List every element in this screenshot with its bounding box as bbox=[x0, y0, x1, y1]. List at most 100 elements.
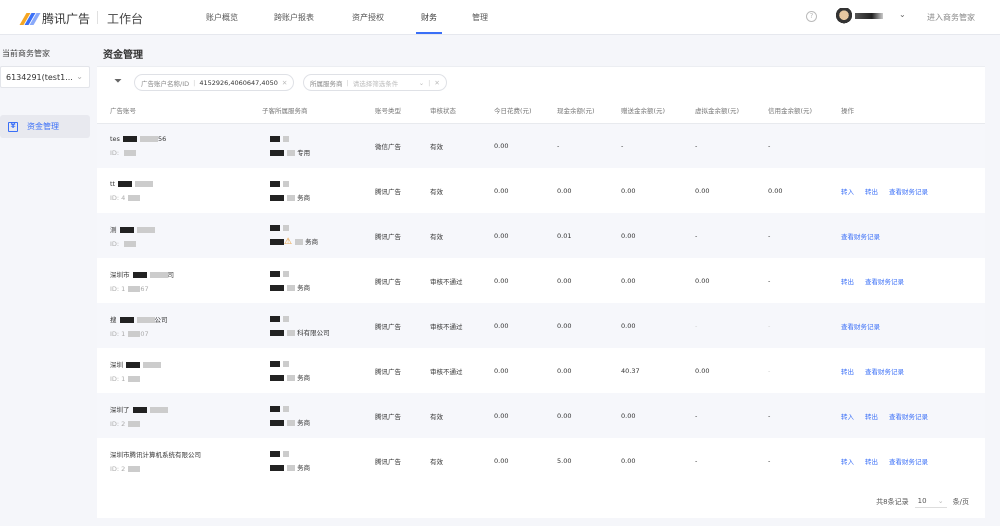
column-header: 赠送金余额(元) bbox=[608, 98, 682, 124]
operations-cell: 转入 转出 查看财务记录 bbox=[828, 168, 985, 213]
sidebar-item-fund-management[interactable]: ¥ 资金管理 bbox=[0, 115, 90, 138]
column-header: 今日花费(元) bbox=[481, 98, 544, 124]
account-name: 测 bbox=[110, 225, 117, 234]
table-row: 深圳 ID: 1 务商 腾讯广告 审核不通过 0.00 0.00 40.37 0.… bbox=[97, 348, 985, 393]
operations-cell bbox=[828, 123, 985, 168]
provider-cell: 务商 bbox=[249, 258, 362, 303]
filter-provider-chip[interactable]: 所属服务商 | 请选择筛选条件 ⌄ | ✕ bbox=[303, 74, 447, 91]
op-link[interactable]: 查看财务记录 bbox=[841, 232, 880, 241]
account-type: 腾讯广告 bbox=[375, 457, 401, 466]
today-spend: 0.00 bbox=[494, 366, 509, 375]
today-spend: 0.00 bbox=[481, 123, 544, 168]
op-link[interactable]: 查看财务记录 bbox=[889, 457, 928, 466]
select-value: 6134291(test1... bbox=[6, 73, 73, 82]
gift-balance: 0.00 bbox=[621, 456, 636, 465]
close-icon[interactable]: ✕ bbox=[281, 78, 288, 87]
virtual-balance: - bbox=[695, 456, 698, 465]
warning-icon: ⚠ bbox=[284, 237, 293, 247]
brand-logo[interactable]: 腾讯广告 bbox=[19, 10, 90, 27]
op-link[interactable]: 转出 bbox=[865, 187, 878, 196]
op-link[interactable]: 转入 bbox=[841, 457, 854, 466]
page-title: 资金管理 bbox=[103, 50, 143, 61]
account-cell: 测 ID: bbox=[97, 213, 249, 258]
provider-cell: 务商 bbox=[249, 438, 362, 483]
provider-name: 务商 bbox=[305, 238, 319, 246]
account-type: 腾讯广告 bbox=[362, 213, 417, 258]
avatar[interactable] bbox=[836, 8, 852, 26]
username-redacted[interactable] bbox=[855, 13, 883, 19]
content-panel: ⏷ 广告账户名称/ID | 4152926,4060647,4050 ✕ 所属服务商 |… bbox=[97, 66, 985, 518]
credit-balance: - bbox=[755, 303, 828, 348]
op-link[interactable]: 查看财务记录 bbox=[889, 187, 928, 196]
operations-cell: 转入 转出 查看财务记录 bbox=[828, 393, 985, 438]
table-row: 深圳市腾讯计算机系统有限公司 ID: 2 务商 腾讯广告 有效 0.00 5.00… bbox=[97, 438, 985, 483]
account-name-tail: 56 bbox=[157, 134, 167, 143]
account-id: ID: 2 bbox=[110, 419, 126, 428]
column-header: 信用金余额(元) bbox=[755, 98, 828, 124]
filter-placeholder: 请选择筛选条件 bbox=[352, 79, 399, 88]
cash-balance: 5.00 bbox=[557, 456, 572, 465]
op-link[interactable]: 转入 bbox=[841, 187, 854, 196]
account-id-tail: 67 bbox=[140, 284, 149, 293]
page-size-select[interactable]: 10 ⌄ bbox=[914, 495, 947, 508]
fund-table: 广告账号 子客所属服务商 账号类型 审核状态 今日花费(元) 现金余额(元) 赠送金余额(元… bbox=[97, 98, 985, 483]
account-cell: 深圳了 ID: 2 bbox=[97, 393, 249, 438]
account-id: ID: 1 bbox=[110, 329, 126, 338]
table-row: 深圳市 司 ID: 1 67 务商 腾讯广告 审核不通过 0.00 0.00 0.00… bbox=[97, 258, 985, 303]
op-link[interactable]: 转出 bbox=[841, 277, 854, 286]
account-name: 搜 bbox=[110, 315, 117, 324]
nav-asset-authorization[interactable]: 资产授权 bbox=[352, 13, 384, 22]
op-link[interactable]: 转出 bbox=[841, 367, 854, 376]
credit-balance: 0.00 bbox=[768, 186, 783, 195]
cash-balance: 0.00 bbox=[557, 276, 572, 285]
gift-balance: 0.00 bbox=[608, 213, 682, 258]
review-status: 有效 bbox=[417, 213, 481, 258]
op-link[interactable]: 查看财务记录 bbox=[889, 412, 928, 421]
virtual-balance: 0.00 bbox=[695, 186, 710, 195]
op-link[interactable]: 查看财务记录 bbox=[841, 322, 880, 331]
account-name-tail: 公司 bbox=[154, 315, 168, 324]
account-type: 腾讯广告 bbox=[362, 303, 417, 348]
filter-label: 广告账户名称/ID bbox=[141, 79, 190, 88]
chevron-down-icon[interactable]: ⌄ bbox=[899, 10, 906, 19]
account-cell: tes 56 ID: bbox=[97, 123, 249, 168]
help-icon[interactable]: ? bbox=[806, 11, 817, 22]
review-status: 审核不通过 bbox=[430, 367, 463, 376]
table-row: tes 56 ID: 专用 微信广告 有效 0.00 - - - - bbox=[97, 123, 985, 168]
op-link[interactable]: 查看财务记录 bbox=[865, 367, 904, 376]
gift-balance: 40.37 bbox=[621, 366, 640, 375]
nav-management[interactable]: 管理 bbox=[472, 13, 488, 22]
enter-business-manager-link[interactable]: 进入商务管家 bbox=[927, 13, 975, 22]
review-status: 审核不通过 bbox=[430, 277, 463, 286]
virtual-balance: - bbox=[682, 303, 755, 348]
gift-balance: 0.00 bbox=[621, 276, 636, 285]
today-spend: 0.00 bbox=[481, 303, 544, 348]
account-cell: 深圳 ID: 1 bbox=[97, 348, 249, 393]
business-manager-select[interactable]: 6134291(test1... ⌄ bbox=[0, 66, 90, 88]
nav-account-overview[interactable]: 账户概览 bbox=[206, 13, 238, 22]
chevron-down-icon[interactable]: ⌄ bbox=[418, 78, 425, 87]
provider-cell: 专用 bbox=[249, 123, 362, 168]
virtual-balance: 0.00 bbox=[695, 276, 710, 285]
filter-value: 4152926,4060647,4050 bbox=[199, 78, 278, 87]
account-cell: 深圳市腾讯计算机系统有限公司 ID: 2 bbox=[97, 438, 249, 483]
cash-balance: 0.00 bbox=[544, 393, 608, 438]
op-link[interactable]: 转出 bbox=[865, 457, 878, 466]
nav-cross-account-report[interactable]: 跨账户报表 bbox=[274, 13, 314, 22]
account-id: ID: 2 bbox=[110, 464, 126, 473]
column-header: 现金余额(元) bbox=[544, 98, 608, 124]
op-link[interactable]: 转出 bbox=[865, 412, 878, 421]
filter-account-chip[interactable]: 广告账户名称/ID | 4152926,4060647,4050 ✕ bbox=[134, 74, 295, 91]
filter-icon[interactable]: ⏷ bbox=[114, 76, 122, 87]
close-icon[interactable]: ✕ bbox=[434, 78, 440, 87]
cash-balance: 0.01 bbox=[544, 213, 608, 258]
op-link[interactable]: 转入 bbox=[841, 412, 854, 421]
today-spend: 0.00 bbox=[494, 276, 509, 285]
account-id: ID: bbox=[110, 239, 122, 248]
provider-name: 务商 bbox=[297, 373, 311, 382]
nav-finance[interactable]: 财务 bbox=[421, 13, 437, 22]
logo-icon bbox=[19, 12, 41, 25]
credit-balance: - bbox=[768, 456, 771, 465]
op-link[interactable]: 查看财务记录 bbox=[865, 277, 904, 286]
page-size-value: 10 bbox=[917, 497, 927, 505]
